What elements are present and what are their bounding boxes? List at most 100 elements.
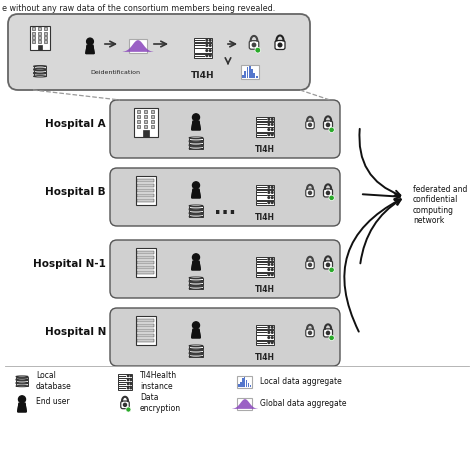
Circle shape <box>272 274 273 275</box>
Bar <box>32 27 35 30</box>
Ellipse shape <box>189 348 203 350</box>
Bar <box>118 384 127 385</box>
Bar <box>30 26 50 50</box>
Polygon shape <box>191 262 201 270</box>
Ellipse shape <box>189 352 203 354</box>
Bar <box>255 341 274 345</box>
Circle shape <box>272 258 273 260</box>
Bar <box>144 115 147 118</box>
Bar <box>246 379 247 387</box>
Circle shape <box>268 327 270 328</box>
Circle shape <box>309 331 311 334</box>
Bar <box>137 334 155 337</box>
Bar <box>256 327 267 328</box>
Bar <box>45 27 47 30</box>
FancyBboxPatch shape <box>110 308 340 366</box>
Bar <box>151 115 155 118</box>
Polygon shape <box>18 404 26 412</box>
Circle shape <box>268 337 270 338</box>
Circle shape <box>268 134 270 135</box>
Bar <box>189 145 203 148</box>
Ellipse shape <box>189 280 203 282</box>
Circle shape <box>329 195 334 201</box>
Bar <box>16 383 28 386</box>
Circle shape <box>327 123 329 126</box>
Polygon shape <box>86 46 94 54</box>
Bar <box>256 193 267 194</box>
Bar <box>189 350 203 353</box>
Bar <box>38 36 41 39</box>
Circle shape <box>268 118 270 120</box>
Circle shape <box>268 274 270 275</box>
Bar <box>137 189 155 192</box>
Bar <box>137 261 155 264</box>
Bar <box>255 117 274 122</box>
Ellipse shape <box>189 288 203 289</box>
Bar <box>137 125 140 128</box>
FancyBboxPatch shape <box>306 261 314 269</box>
Circle shape <box>210 50 211 51</box>
Circle shape <box>272 332 273 333</box>
Ellipse shape <box>189 212 203 214</box>
Polygon shape <box>18 403 26 412</box>
Bar <box>118 378 132 382</box>
Text: ...: ... <box>214 198 236 217</box>
Ellipse shape <box>189 345 203 347</box>
Circle shape <box>327 331 329 334</box>
Circle shape <box>206 50 208 51</box>
FancyBboxPatch shape <box>323 189 332 197</box>
Bar <box>118 387 132 390</box>
FancyBboxPatch shape <box>306 189 314 197</box>
Bar <box>137 339 155 342</box>
Bar <box>32 36 35 39</box>
Ellipse shape <box>189 145 203 146</box>
Bar <box>244 377 246 387</box>
FancyBboxPatch shape <box>121 401 129 409</box>
Bar <box>189 278 203 281</box>
Bar <box>137 266 155 269</box>
Circle shape <box>329 127 334 133</box>
Bar <box>250 385 251 387</box>
Ellipse shape <box>189 205 203 207</box>
Circle shape <box>268 129 270 130</box>
Ellipse shape <box>189 285 203 286</box>
Bar <box>32 40 35 43</box>
Bar <box>255 127 274 132</box>
Bar <box>16 380 28 382</box>
Bar <box>137 324 155 327</box>
Bar <box>38 45 42 50</box>
Ellipse shape <box>16 382 28 384</box>
Bar <box>136 176 156 205</box>
Text: TI4H: TI4H <box>255 285 275 294</box>
Bar <box>194 45 205 46</box>
Ellipse shape <box>189 216 203 217</box>
Text: End user: End user <box>36 397 70 406</box>
Bar <box>256 259 267 260</box>
Bar <box>144 120 147 123</box>
Circle shape <box>327 263 329 266</box>
Ellipse shape <box>16 382 28 383</box>
Text: Hospital N: Hospital N <box>45 327 106 338</box>
Circle shape <box>130 379 131 381</box>
Bar <box>151 110 155 113</box>
Bar <box>45 36 47 39</box>
Circle shape <box>278 43 282 47</box>
FancyBboxPatch shape <box>306 121 314 129</box>
Ellipse shape <box>189 213 203 214</box>
Text: TI4Health
instance: TI4Health instance <box>140 371 177 391</box>
Text: Local data aggregate: Local data aggregate <box>260 377 342 386</box>
Bar <box>251 69 253 78</box>
Bar <box>189 346 203 349</box>
Circle shape <box>128 379 129 381</box>
Circle shape <box>268 269 270 270</box>
Polygon shape <box>191 189 201 198</box>
Circle shape <box>18 396 26 403</box>
Bar <box>189 286 203 289</box>
Bar <box>256 76 257 78</box>
Bar <box>240 382 242 387</box>
Bar <box>137 199 155 202</box>
Circle shape <box>206 55 208 57</box>
Bar <box>194 50 205 51</box>
Bar <box>137 329 155 332</box>
Bar <box>137 194 155 197</box>
